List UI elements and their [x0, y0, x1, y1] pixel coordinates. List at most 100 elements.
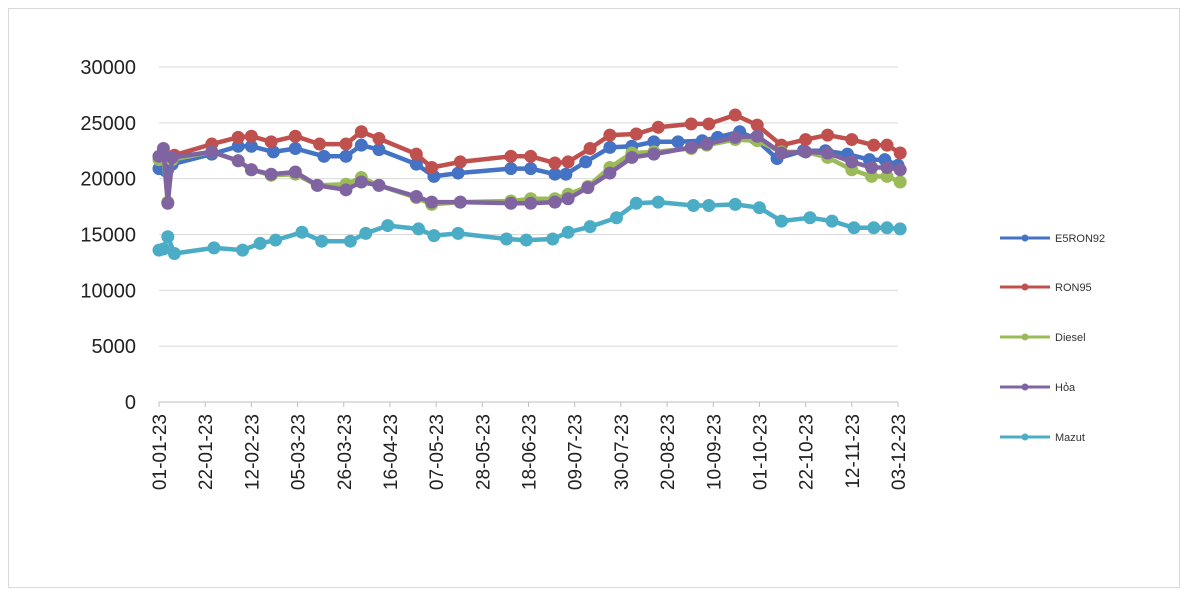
legend-swatch-marker	[1021, 333, 1029, 341]
legend-label: E5RON92	[1055, 233, 1105, 245]
data-point	[700, 137, 714, 151]
data-point	[651, 195, 665, 209]
legend-swatch-marker	[1021, 383, 1029, 391]
x-axis: 01-01-23 22-01-23 12-02-23 05-03-23 26-03-23…	[150, 401, 910, 490]
data-point	[156, 242, 170, 256]
data-point	[453, 155, 467, 169]
data-point	[500, 232, 514, 246]
legend-entry: RON95	[1000, 282, 1092, 294]
data-point	[359, 226, 373, 240]
data-point	[561, 225, 575, 239]
data-point	[295, 225, 309, 239]
data-point	[354, 175, 368, 189]
data-point	[702, 117, 716, 131]
data-point	[893, 163, 907, 177]
x-tick-label: 30-07-23	[612, 414, 633, 490]
data-point	[893, 222, 907, 236]
legend-swatch-marker	[1021, 234, 1029, 242]
data-point	[269, 233, 283, 247]
data-point	[381, 219, 395, 233]
data-point	[581, 181, 595, 195]
data-point	[412, 222, 426, 236]
data-point	[524, 196, 538, 210]
data-point	[161, 230, 175, 244]
data-point	[548, 156, 562, 170]
data-point	[451, 166, 465, 180]
data-point	[372, 143, 386, 157]
data-point	[774, 214, 788, 228]
y-tick-label: 10000	[80, 280, 136, 302]
data-point	[244, 129, 258, 143]
data-point	[647, 135, 661, 149]
data-point	[409, 190, 423, 204]
x-tick-label: 01-01-23	[150, 414, 171, 490]
data-point	[559, 167, 573, 181]
data-point	[425, 195, 439, 209]
x-tick-label: 05-03-23	[289, 414, 310, 490]
series-Hỏa	[152, 129, 907, 210]
x-tick-label: 03-12-23	[889, 414, 910, 490]
data-point	[165, 150, 179, 164]
data-point	[609, 211, 623, 225]
data-point	[264, 135, 278, 149]
data-point	[504, 196, 518, 210]
data-point	[548, 167, 562, 181]
data-point	[253, 236, 267, 250]
data-point	[880, 169, 894, 183]
data-point	[651, 120, 665, 134]
y-tick-label: 5000	[92, 336, 137, 358]
data-point	[524, 162, 538, 176]
data-point	[354, 125, 368, 139]
data-point	[313, 137, 327, 151]
legend-entry: E5RON92	[1000, 233, 1105, 245]
data-point	[156, 142, 170, 156]
data-point	[343, 234, 357, 248]
legend-label: Diesel	[1055, 332, 1086, 344]
y-tick-label: 20000	[80, 169, 136, 191]
y-axis: 0 5000 10000 15000 20000 25000 30000	[80, 57, 136, 414]
x-tick-label: 10-09-23	[704, 414, 725, 490]
data-point	[625, 150, 639, 164]
data-point	[752, 201, 766, 215]
data-point	[205, 145, 219, 159]
data-point	[409, 147, 423, 161]
x-tick-label: 22-01-23	[196, 414, 217, 490]
data-point	[548, 195, 562, 209]
data-point	[603, 128, 617, 142]
data-point	[427, 229, 441, 243]
data-point	[750, 118, 764, 132]
y-tick-label: 25000	[80, 113, 136, 135]
gridlines	[159, 66, 898, 347]
data-point	[231, 130, 245, 144]
legend-entry: Mazut	[1000, 432, 1085, 444]
data-point	[339, 183, 353, 197]
x-tick-label: 12-11-23	[843, 414, 864, 489]
data-point	[880, 138, 894, 152]
legend: E5RON92 RON95 Diesel Hỏa Mazut	[1000, 233, 1105, 444]
legend-label: RON95	[1055, 282, 1092, 294]
data-point	[409, 157, 423, 171]
data-point	[750, 129, 764, 143]
series-Mazut	[152, 195, 907, 260]
series-layer	[152, 108, 907, 260]
legend-label: Mazut	[1055, 432, 1085, 444]
data-point	[315, 234, 329, 248]
data-point	[161, 196, 175, 210]
data-point	[288, 165, 302, 179]
data-point	[821, 128, 835, 142]
data-point	[244, 163, 258, 177]
y-tick-label: 15000	[80, 225, 136, 247]
data-point	[264, 167, 278, 181]
data-point	[603, 166, 617, 180]
data-point	[339, 149, 353, 163]
data-point	[339, 137, 353, 151]
data-point	[231, 139, 245, 153]
data-point	[231, 154, 245, 168]
data-point	[629, 127, 643, 141]
data-point	[244, 139, 258, 153]
x-tick-label: 12-02-23	[242, 414, 263, 490]
y-tick-label: 0	[125, 392, 136, 414]
data-point	[524, 149, 538, 163]
data-point	[821, 146, 835, 160]
x-tick-label: 16-04-23	[381, 414, 402, 490]
